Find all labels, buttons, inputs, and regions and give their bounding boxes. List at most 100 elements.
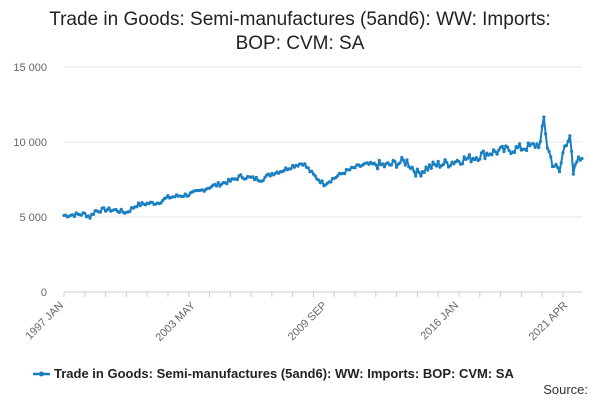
data-point[interactable] (414, 174, 418, 178)
data-point[interactable] (547, 149, 551, 154)
data-point[interactable] (135, 205, 139, 209)
data-point[interactable] (576, 155, 581, 159)
data-point[interactable] (500, 144, 504, 148)
data-point[interactable] (556, 165, 560, 169)
data-point[interactable] (164, 196, 168, 200)
data-point[interactable] (542, 115, 546, 119)
data-point[interactable] (83, 211, 87, 215)
data-point[interactable] (214, 184, 219, 188)
data-point[interactable] (533, 145, 537, 149)
data-point[interactable] (320, 179, 324, 183)
data-point[interactable] (405, 158, 409, 162)
data-point[interactable] (495, 152, 499, 156)
data-point[interactable] (317, 178, 321, 182)
data-point[interactable] (412, 169, 416, 173)
data-point[interactable] (554, 162, 558, 166)
data-point[interactable] (239, 173, 243, 177)
data-point[interactable] (537, 146, 541, 150)
data-point[interactable] (497, 148, 501, 152)
data-point[interactable] (466, 156, 470, 160)
data-point[interactable] (381, 162, 385, 166)
data-point[interactable] (559, 161, 563, 165)
data-point[interactable] (531, 142, 536, 146)
data-point[interactable] (518, 142, 522, 146)
data-point[interactable] (502, 150, 506, 154)
data-point[interactable] (225, 182, 229, 186)
data-point[interactable] (525, 148, 529, 153)
data-point[interactable] (568, 134, 572, 138)
data-point[interactable] (544, 132, 548, 136)
data-point[interactable] (566, 139, 570, 143)
data-point[interactable] (72, 214, 76, 219)
data-point[interactable] (422, 170, 426, 175)
data-point[interactable] (462, 155, 466, 159)
data-point[interactable] (557, 170, 562, 174)
data-point[interactable] (538, 139, 543, 144)
data-point[interactable] (431, 160, 435, 164)
data-point[interactable] (138, 204, 142, 208)
data-point[interactable] (216, 181, 220, 185)
data-point[interactable] (382, 165, 387, 169)
data-point[interactable] (181, 194, 186, 198)
data-point[interactable] (159, 201, 163, 205)
data-point[interactable] (516, 146, 520, 150)
data-point[interactable] (424, 165, 428, 169)
data-point[interactable] (445, 161, 449, 165)
data-point[interactable] (478, 157, 482, 161)
data-point[interactable] (545, 146, 550, 150)
data-point[interactable] (253, 178, 257, 182)
data-point[interactable] (389, 163, 393, 167)
data-point[interactable] (398, 161, 402, 165)
data-point[interactable] (263, 175, 267, 179)
data-point[interactable] (261, 178, 265, 183)
data-point[interactable] (303, 162, 307, 166)
data-point[interactable] (402, 158, 406, 163)
data-point[interactable] (426, 168, 430, 172)
data-point[interactable] (561, 151, 565, 155)
data-point[interactable] (410, 165, 414, 169)
data-point[interactable] (535, 142, 539, 146)
data-point[interactable] (251, 175, 255, 179)
data-point[interactable] (575, 160, 579, 164)
data-point[interactable] (512, 150, 517, 155)
data-point[interactable] (443, 158, 447, 162)
data-point[interactable] (128, 209, 132, 214)
data-point[interactable] (415, 167, 419, 171)
data-point[interactable] (329, 180, 333, 184)
data-point[interactable] (448, 164, 452, 168)
data-point[interactable] (469, 160, 473, 164)
data-point[interactable] (429, 166, 433, 170)
data-point[interactable] (436, 159, 440, 163)
data-point[interactable] (187, 193, 191, 198)
data-point[interactable] (313, 174, 317, 178)
data-point[interactable] (88, 216, 92, 220)
data-point[interactable] (493, 150, 497, 154)
data-point[interactable] (306, 166, 310, 170)
data-point[interactable] (166, 194, 170, 198)
legend[interactable]: Trade in Goods: Semi-manufactures (5and6… (33, 366, 514, 381)
data-point[interactable] (336, 174, 340, 178)
data-point[interactable] (505, 145, 510, 149)
data-point[interactable] (289, 167, 293, 171)
data-point[interactable] (427, 163, 432, 167)
data-point[interactable] (474, 156, 478, 160)
data-point[interactable] (483, 156, 487, 161)
data-point[interactable] (310, 169, 314, 173)
data-point[interactable] (395, 165, 399, 169)
data-point[interactable] (98, 210, 102, 214)
data-point[interactable] (434, 164, 439, 168)
data-point[interactable] (549, 155, 553, 159)
data-point[interactable] (441, 162, 445, 167)
data-point[interactable] (457, 160, 461, 164)
data-point[interactable] (348, 168, 352, 172)
data-point[interactable] (419, 174, 423, 178)
data-point[interactable] (79, 213, 83, 217)
data-point[interactable] (183, 192, 187, 196)
data-point[interactable] (417, 170, 421, 174)
data-point[interactable] (386, 161, 390, 165)
data-point[interactable] (571, 172, 575, 176)
data-point[interactable] (393, 159, 397, 163)
data-point[interactable] (490, 153, 494, 157)
data-point[interactable] (107, 206, 111, 210)
data-point[interactable] (343, 172, 347, 176)
